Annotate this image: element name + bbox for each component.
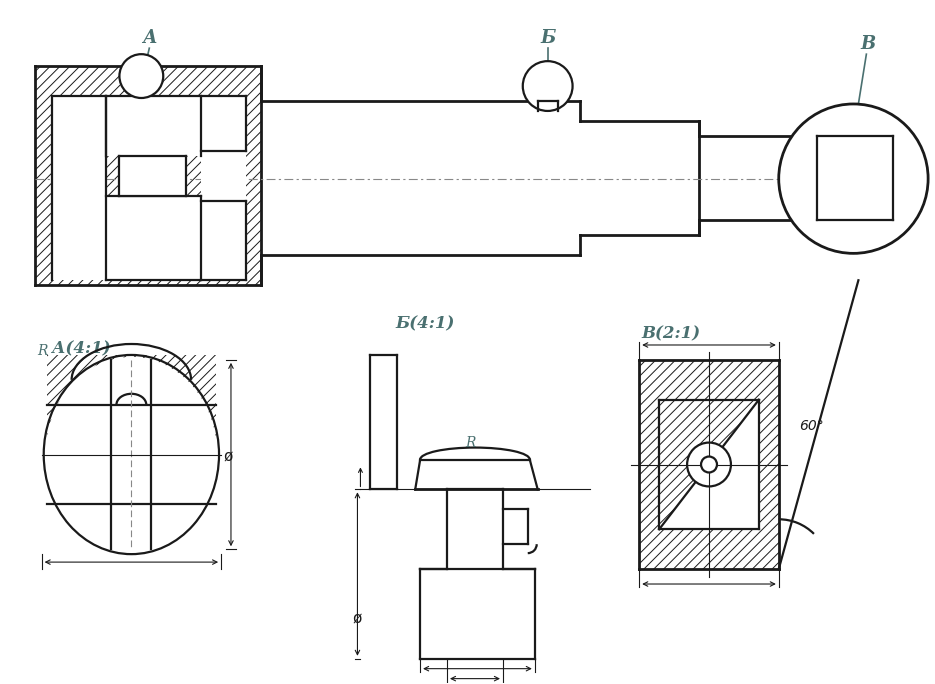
Circle shape [779,104,928,253]
Ellipse shape [44,355,219,554]
Polygon shape [201,96,246,280]
Text: Б(4:1): Б(4:1) [396,315,454,332]
Text: Б: Б [540,29,555,47]
Text: R: R [465,436,476,449]
Polygon shape [107,196,201,280]
Circle shape [687,443,731,486]
Polygon shape [107,96,201,156]
Text: R: R [36,344,48,358]
Text: В: В [861,35,876,53]
Polygon shape [120,156,186,196]
Polygon shape [51,96,107,280]
Text: А(4:1): А(4:1) [51,340,110,357]
Text: ø: ø [352,611,362,627]
Text: 60°: 60° [798,419,824,433]
Circle shape [120,54,164,98]
Circle shape [701,456,717,473]
Text: А: А [142,29,156,47]
Text: ø: ø [223,449,233,464]
Text: В(2:1): В(2:1) [641,325,700,342]
Circle shape [523,61,572,111]
Ellipse shape [46,357,217,552]
Polygon shape [659,399,759,529]
